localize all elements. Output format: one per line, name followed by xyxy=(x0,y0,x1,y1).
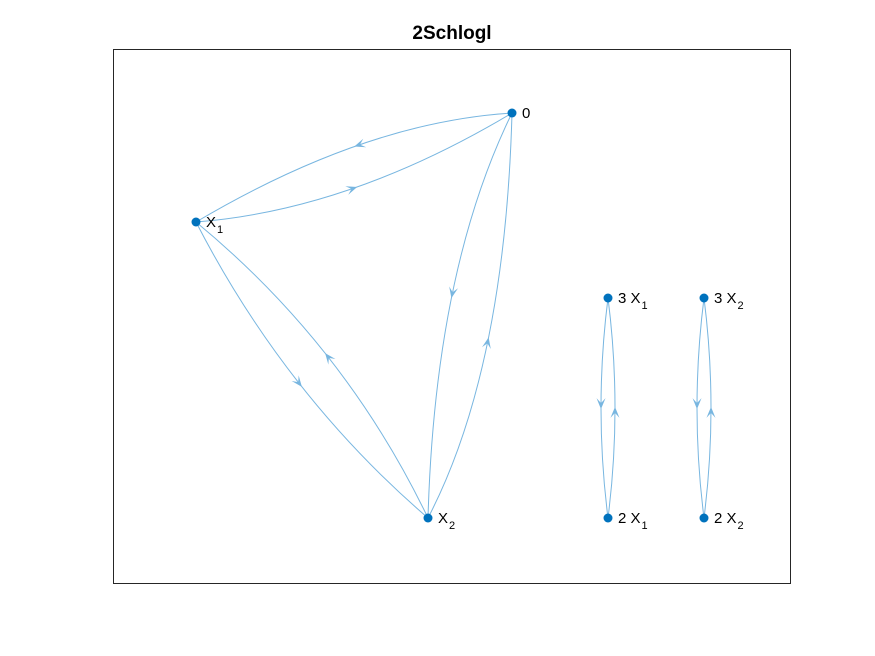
axes-frame xyxy=(113,49,791,584)
node-three_x1 xyxy=(603,293,613,303)
arrowhead-two_x2-to-three_x2 xyxy=(706,406,716,418)
node-x2 xyxy=(423,513,433,523)
node-label-x2: X2 xyxy=(438,510,455,532)
node-subscript-three_x1: 1 xyxy=(642,300,648,312)
node-subscript-three_x2: 2 xyxy=(738,300,744,312)
node-labels-layer: 0 X1 X2 3 X1 2 X1 3 X2 2 X2 xyxy=(206,105,744,532)
arrowhead-three_x1-to-two_x1 xyxy=(596,398,606,410)
arrowhead-x1-to-zero xyxy=(345,186,358,195)
node-subscript-two_x2: 2 xyxy=(738,520,744,532)
arrowhead-zero-to-x2 xyxy=(449,286,459,299)
arrowhead-three_x2-to-two_x2 xyxy=(692,398,702,410)
node-label-three_x1: 3 X1 xyxy=(618,290,648,312)
node-two_x1 xyxy=(603,513,613,523)
node-label-two_x1: 2 X1 xyxy=(618,510,648,532)
node-subscript-two_x1: 1 xyxy=(642,520,648,532)
node-label-zero: 0 xyxy=(522,105,530,122)
node-label-x1: X1 xyxy=(206,214,223,236)
node-three_x2 xyxy=(699,293,709,303)
arrowhead-zero-to-x1 xyxy=(354,138,367,148)
arrowhead-x2-to-zero xyxy=(481,337,491,350)
nodes-layer xyxy=(191,108,709,523)
diagram-title: 2Schlogl xyxy=(412,23,491,44)
arrowhead-two_x1-to-three_x1 xyxy=(610,406,620,418)
node-subscript-x2: 2 xyxy=(449,520,455,532)
arrowhead-x1-to-x2 xyxy=(291,375,302,387)
arrowheads-layer xyxy=(291,138,716,418)
node-subscript-x1: 1 xyxy=(217,224,223,236)
node-x1 xyxy=(191,217,201,227)
node-label-three_x2: 3 X2 xyxy=(714,290,744,312)
node-label-two_x2: 2 X2 xyxy=(714,510,744,532)
arrowhead-x2-to-x1 xyxy=(325,353,336,365)
node-two_x2 xyxy=(699,513,709,523)
node-zero xyxy=(507,108,517,118)
